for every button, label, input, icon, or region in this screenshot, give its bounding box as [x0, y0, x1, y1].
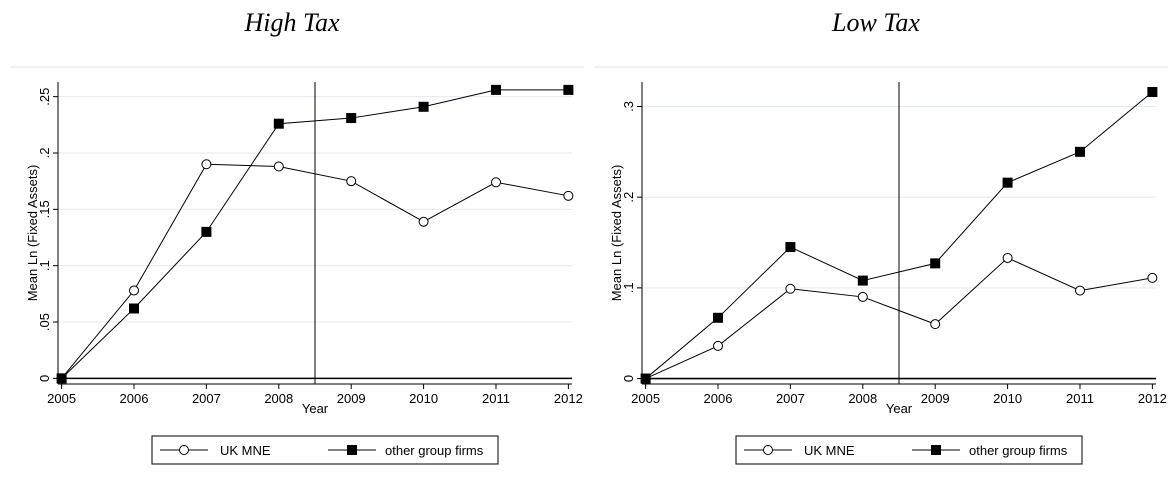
- legend-marker-other-group-firms: [931, 445, 941, 455]
- point-other-group-firms: [640, 373, 651, 384]
- point-other-group-firms: [563, 84, 574, 95]
- series-line-other-group-firms: [645, 91, 1153, 379]
- point-uk-mne: [1002, 252, 1013, 263]
- legend-label-uk-mne: UK MNE: [220, 443, 271, 458]
- y-tick-label: .3: [621, 101, 636, 112]
- series-line-uk-mne: [61, 163, 569, 379]
- point-uk-mne: [1074, 285, 1085, 296]
- point-uk-mne: [129, 285, 140, 296]
- point-uk-mne: [273, 161, 284, 172]
- chart-title-high-tax: High Tax: [244, 8, 340, 37]
- point-other-group-firms: [418, 101, 429, 112]
- legend-marker-uk-mne: [763, 445, 773, 455]
- point-uk-mne: [490, 177, 501, 188]
- point-other-group-firms: [56, 373, 67, 384]
- point-other-group-firms: [129, 303, 140, 314]
- y-tick-label: .15: [37, 200, 52, 218]
- y-tick-label: .1: [621, 282, 636, 293]
- point-uk-mne: [857, 291, 868, 302]
- x-tick-label: 2012: [1138, 391, 1167, 406]
- point-other-group-firms: [201, 226, 212, 237]
- point-uk-mne: [563, 190, 574, 201]
- point-other-group-firms: [930, 258, 941, 269]
- point-other-group-firms: [273, 118, 284, 129]
- y-axis-label: Mean Ln (Fixed Assets): [609, 165, 624, 302]
- legend-marker-other-group-firms: [347, 445, 357, 455]
- legend-label-uk-mne: UK MNE: [804, 443, 855, 458]
- x-tick-label: 2010: [993, 391, 1022, 406]
- point-other-group-firms: [785, 242, 796, 253]
- point-uk-mne: [930, 319, 941, 330]
- x-tick-label: 2008: [848, 391, 877, 406]
- point-other-group-firms: [490, 84, 501, 95]
- y-tick-label: .2: [621, 192, 636, 203]
- x-tick-label: 2008: [264, 391, 293, 406]
- point-uk-mne: [418, 216, 429, 227]
- x-tick-label: 2006: [704, 391, 733, 406]
- y-tick-label: 0: [621, 375, 636, 382]
- y-axis-label: Mean Ln (Fixed Assets): [25, 165, 40, 302]
- x-tick-label: 2011: [1066, 391, 1094, 406]
- x-axis-label: Year: [302, 401, 329, 416]
- y-tick-label: .25: [37, 88, 52, 106]
- x-tick-label: 2005: [47, 391, 76, 406]
- point-other-group-firms: [1002, 177, 1013, 188]
- point-uk-mne: [201, 159, 212, 170]
- x-tick-label: 2007: [192, 391, 221, 406]
- x-tick-label: 2007: [776, 391, 805, 406]
- y-tick-label: .2: [37, 148, 52, 159]
- x-tick-label: 2006: [120, 391, 149, 406]
- point-other-group-firms: [346, 113, 357, 124]
- y-tick-label: .05: [37, 313, 52, 331]
- point-uk-mne: [713, 340, 724, 351]
- point-other-group-firms: [713, 312, 724, 323]
- y-tick-label: 0: [37, 375, 52, 382]
- point-other-group-firms: [1074, 146, 1085, 157]
- low-tax-chart: 0 .1 .2 .3 2005 2006 2007 2008 2009 2010 2011 2012 Y…: [594, 66, 1168, 465]
- y-tick-label: .1: [37, 260, 52, 271]
- point-other-group-firms: [857, 275, 868, 286]
- x-tick-label: 2010: [409, 391, 438, 406]
- series-line-other-group-firms: [61, 89, 569, 379]
- legend: UK MNE other group firms: [151, 435, 499, 465]
- x-tick-label: 2009: [921, 391, 950, 406]
- series-line-uk-mne: [645, 257, 1153, 380]
- legend-box: [151, 435, 499, 465]
- x-tick-label: 2009: [337, 391, 366, 406]
- legend: UK MNE other group firms: [735, 435, 1083, 465]
- high-tax-chart: 0 .05 .1 .15 .2 .25 2005 2006 2007 2008 2009 2010 20…: [10, 66, 584, 465]
- chart-title-low-tax: Low Tax: [832, 8, 920, 37]
- legend-box: [735, 435, 1083, 465]
- legend-label-other-group-firms: other group firms: [385, 443, 484, 458]
- point-uk-mne: [785, 283, 796, 294]
- legend-label-other-group-firms: other group firms: [969, 443, 1068, 458]
- legend-marker-uk-mne: [179, 445, 189, 455]
- x-tick-label: 2012: [554, 391, 583, 406]
- x-axis-label: Year: [886, 401, 913, 416]
- x-tick-label: 2005: [631, 391, 660, 406]
- point-uk-mne: [1147, 272, 1158, 283]
- point-uk-mne: [346, 176, 357, 187]
- x-tick-label: 2011: [482, 391, 510, 406]
- point-other-group-firms: [1147, 86, 1158, 97]
